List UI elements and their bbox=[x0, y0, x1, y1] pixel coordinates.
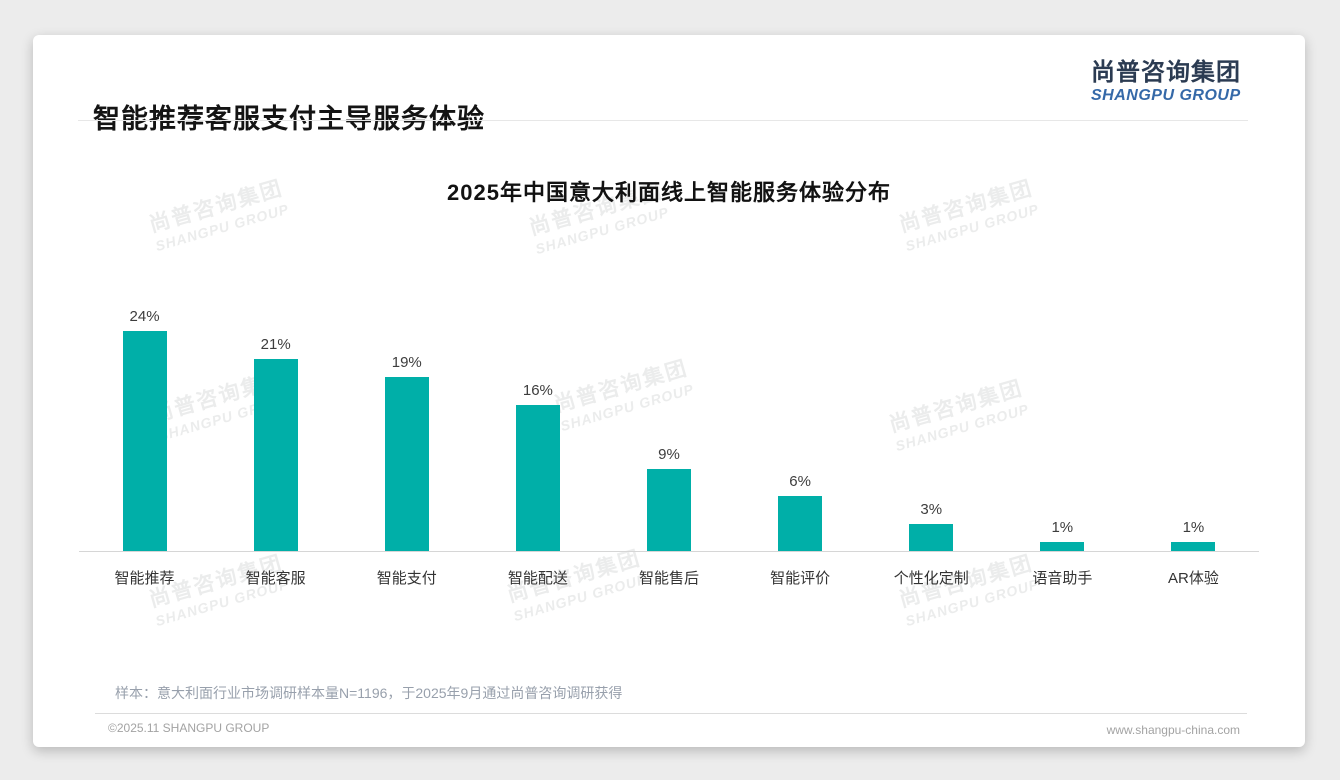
bar-value-label: 6% bbox=[789, 473, 811, 490]
bar-group: 1% bbox=[1128, 519, 1259, 551]
page-title: 智能推荐客服支付主导服务体验 bbox=[93, 104, 485, 134]
website-link[interactable]: www.shangpu-china.com bbox=[1106, 723, 1240, 737]
logo-english-name: SHANGPU GROUP bbox=[1091, 86, 1241, 104]
bar-value-label: 24% bbox=[129, 308, 160, 325]
category-label: 智能推荐 bbox=[114, 570, 175, 587]
category-label: 智能评价 bbox=[770, 570, 831, 587]
bar-value-label: 3% bbox=[920, 501, 943, 518]
category-label: 智能支付 bbox=[376, 570, 437, 587]
bar bbox=[122, 331, 167, 551]
bar bbox=[646, 469, 691, 551]
bar-value-label: 9% bbox=[658, 446, 680, 463]
header-divider bbox=[78, 120, 1248, 121]
copyright-text: ©2025.11 SHANGPU GROUP bbox=[108, 721, 270, 735]
bar-value-label: 1% bbox=[1051, 519, 1074, 536]
bar-group: 6% bbox=[735, 473, 866, 551]
bar bbox=[515, 405, 560, 551]
bar-group: 19% bbox=[341, 354, 472, 551]
bar bbox=[778, 496, 823, 551]
chart-title: 2025年中国意大利面线上智能服务体验分布 bbox=[447, 180, 891, 205]
bar bbox=[1040, 542, 1085, 551]
logo-chinese-name: 尚普咨询集团 bbox=[1091, 59, 1241, 86]
bar-value-label: 16% bbox=[522, 382, 553, 399]
bar-group: 9% bbox=[603, 446, 734, 551]
category-label: 个性化定制 bbox=[893, 570, 969, 587]
category-label: 语音助手 bbox=[1032, 570, 1093, 587]
bar bbox=[253, 359, 298, 551]
company-logo: 尚普咨询集团 SHANGPU GROUP bbox=[1091, 59, 1241, 105]
bar-group: 3% bbox=[866, 501, 997, 551]
bar-value-label: 21% bbox=[260, 336, 291, 353]
slide-card: 尚普咨询集团 SHANGPU GROUP 尚普咨询集团 SHANGPU GROUP 尚普… bbox=[33, 35, 1305, 747]
chart-category-axis: 智能推荐 智能客服 智能支付 智能配送 智能售后 智能评价 个性化定制 语音助手 AR体验 bbox=[79, 552, 1259, 588]
bar bbox=[909, 524, 954, 551]
chart-plot-area: 24% 21% 19% 16% 9% 6% 3% 1% 1% bbox=[79, 299, 1259, 552]
bar bbox=[1171, 542, 1216, 551]
bar-group: 21% bbox=[210, 336, 341, 551]
bar-value-label: 19% bbox=[391, 354, 422, 371]
category-label: 智能售后 bbox=[638, 570, 699, 587]
bar-chart: 2025年中国意大利面线上智能服务体验分布 24% 21% 19% 16% 9% 6% 3%… bbox=[79, 175, 1259, 588]
bar-group: 16% bbox=[472, 382, 603, 551]
bar bbox=[384, 377, 429, 551]
bar-value-label: 1% bbox=[1182, 519, 1205, 536]
sample-note: 样本：意大利面行业市场调研样本量N=1196，于2025年9月通过尚普咨询调研获… bbox=[115, 685, 623, 701]
bar-group: 24% bbox=[79, 308, 210, 551]
footer-divider bbox=[95, 713, 1247, 714]
category-label: AR体验 bbox=[1168, 570, 1219, 587]
category-label: 智能客服 bbox=[245, 570, 306, 587]
bar-group: 1% bbox=[997, 519, 1128, 551]
category-label: 智能配送 bbox=[507, 570, 568, 587]
